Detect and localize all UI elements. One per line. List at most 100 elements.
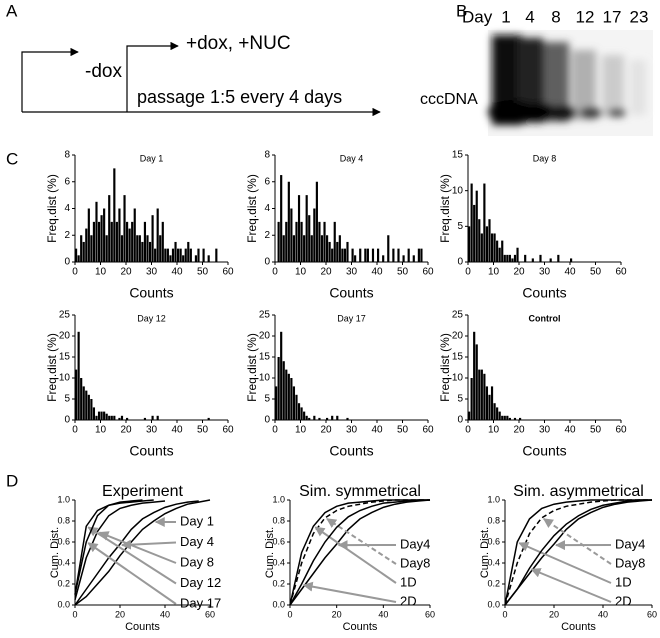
bar xyxy=(95,415,98,420)
bar xyxy=(531,258,534,262)
chart-title: Sim. asymmetrical xyxy=(513,483,644,500)
bar xyxy=(207,255,210,262)
bar xyxy=(300,407,303,420)
chart-title: Day 17 xyxy=(337,313,366,323)
bar xyxy=(156,208,159,262)
bar xyxy=(290,378,293,420)
bar xyxy=(108,195,111,262)
bar xyxy=(126,417,129,420)
y-tick-label: 0.8 xyxy=(272,515,285,525)
bar xyxy=(318,417,321,420)
y-tick-label: 10 xyxy=(259,373,271,384)
bar xyxy=(488,219,491,262)
bar xyxy=(123,195,126,262)
arrow xyxy=(126,41,179,112)
x-tick-label: 20 xyxy=(115,609,125,619)
bar xyxy=(295,221,298,262)
x-tick-label: 20 xyxy=(332,609,342,619)
bar xyxy=(524,254,527,262)
bar xyxy=(313,415,316,420)
x-tick-label: 30 xyxy=(346,267,358,278)
lane-label: 12 xyxy=(576,7,595,26)
bar xyxy=(303,235,306,262)
gel-band xyxy=(548,106,576,120)
bar xyxy=(292,235,296,262)
y-tick-label: 0.0 xyxy=(487,599,500,609)
bar xyxy=(468,411,471,420)
cum-line xyxy=(74,499,143,595)
bar xyxy=(392,248,395,262)
annotation-arrow xyxy=(87,526,177,585)
bar xyxy=(131,221,134,262)
bar xyxy=(166,248,169,262)
x-tick-label: 50 xyxy=(590,267,602,278)
bar xyxy=(207,417,210,420)
bar xyxy=(503,254,506,262)
annotation-label: Day 8 xyxy=(180,554,214,569)
x-axis-label: Counts xyxy=(343,621,378,633)
step-label: -dox xyxy=(85,61,122,82)
bar xyxy=(539,254,542,262)
bar xyxy=(197,248,200,262)
bar xyxy=(194,255,198,262)
x-tick-label: 60 xyxy=(615,425,627,436)
bar xyxy=(331,248,334,262)
bar xyxy=(513,417,517,420)
y-tick-label: 0.8 xyxy=(57,515,70,525)
bar xyxy=(498,411,501,420)
chart-title: Day 1 xyxy=(140,153,164,163)
bar xyxy=(136,235,139,262)
step-label: +dox, +NUC xyxy=(186,33,291,54)
annotation-label: Day 4 xyxy=(180,534,214,549)
bar xyxy=(468,226,471,262)
bar xyxy=(501,415,504,420)
lane-label: 1 xyxy=(501,7,510,26)
annotation-arrow xyxy=(98,531,177,564)
gel-band xyxy=(520,103,556,121)
bar xyxy=(108,415,111,420)
bar xyxy=(169,255,172,262)
bar xyxy=(292,386,296,420)
bar xyxy=(177,248,180,262)
y-tick-label: 10 xyxy=(59,373,71,384)
bar xyxy=(97,221,101,262)
x-tick-label: 30 xyxy=(346,425,358,436)
y-tick-label: 15 xyxy=(259,352,271,363)
bar xyxy=(285,221,288,262)
annotation-label: Day4 xyxy=(400,536,430,551)
annotation-label: 2D xyxy=(615,593,632,608)
y-tick-label: 0.6 xyxy=(57,536,70,546)
bar xyxy=(493,403,496,420)
bar xyxy=(333,221,336,262)
bar xyxy=(496,407,499,420)
cum-line xyxy=(289,499,430,606)
gel-band xyxy=(608,109,626,117)
bar xyxy=(346,241,349,262)
bar xyxy=(105,413,108,420)
bar xyxy=(475,344,478,420)
bar xyxy=(182,255,185,262)
x-tick-label: 60 xyxy=(222,425,234,436)
annotation-arrow xyxy=(518,542,612,584)
bar xyxy=(300,221,303,262)
bar xyxy=(473,331,476,420)
bar xyxy=(103,208,106,262)
bar xyxy=(343,248,347,262)
y-tick-label: 0 xyxy=(264,415,270,426)
x-tick-label: 40 xyxy=(564,425,576,436)
cum-line xyxy=(504,499,652,606)
y-tick-label: 8 xyxy=(264,150,270,161)
cum-line xyxy=(74,499,211,606)
x-axis-label: Counts xyxy=(125,621,160,633)
y-axis-label: Freq.dist (%) xyxy=(245,333,259,402)
x-tick-label: 30 xyxy=(146,267,158,278)
y-tick-label: 0.6 xyxy=(272,536,285,546)
bar xyxy=(87,208,90,262)
annotation-label: Day 12 xyxy=(180,575,221,590)
bar xyxy=(305,415,308,420)
bar xyxy=(75,369,78,420)
panel-label: B xyxy=(456,1,467,20)
x-tick-label: 0 xyxy=(465,267,471,278)
bar xyxy=(315,181,318,262)
x-tick-label: 0 xyxy=(287,609,292,619)
